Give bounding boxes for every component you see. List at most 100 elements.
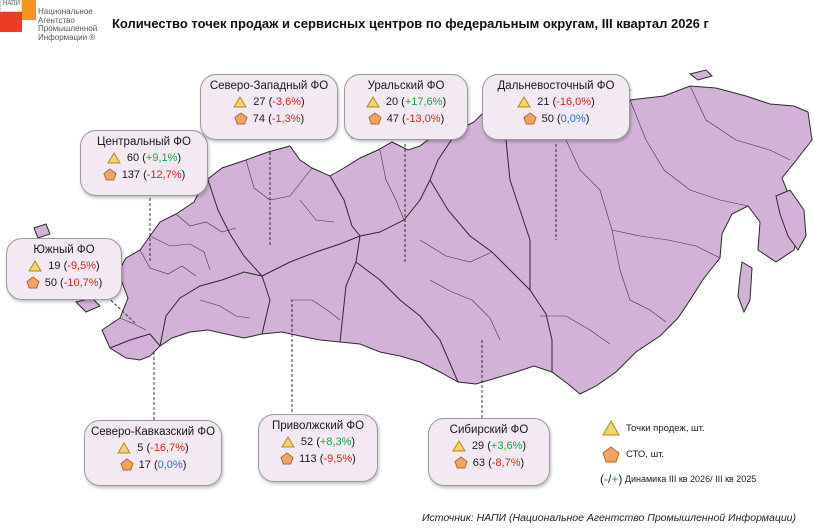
points-value: 29 (471, 440, 485, 452)
pentagon-icon (120, 458, 134, 471)
pentagon-icon (26, 276, 40, 289)
triangle-icon (517, 96, 532, 108)
points-change: +9,1% (145, 152, 178, 164)
pentagon-icon (523, 112, 537, 125)
triangle-icon (28, 260, 43, 272)
sto-value: 137 (121, 168, 141, 181)
points-row: 52 (+8,3%) (259, 436, 377, 448)
points-change: -3,6% (272, 96, 302, 108)
sto-value: 50 (44, 276, 57, 289)
district-name: Центральный ФО (97, 136, 191, 148)
district-card-northcaucasus[interactable]: Северо-Кавказский ФО 5 (-16,7%) 17 (0,0%… (84, 420, 222, 486)
logo-square-red (0, 12, 22, 32)
pentagon-icon (234, 112, 248, 125)
sto-change: 0,0% (157, 458, 183, 471)
triangle-icon (602, 420, 620, 436)
sto-row: 74 (-1,3%) (201, 112, 337, 125)
logo-line: Национальное (38, 7, 93, 16)
sto-row: 50 (0,0%) (483, 112, 629, 125)
pentagon-icon (103, 168, 117, 181)
sto-change: -1,3% (271, 112, 301, 125)
district-name: Северо-Кавказский ФО (90, 426, 216, 438)
sto-value: 113 (299, 452, 317, 465)
points-row: 20 (+17,6%) (345, 96, 467, 108)
district-name: Южный ФО (33, 244, 95, 256)
points-row: 21 (-16,0%) (483, 96, 629, 108)
map-wrangel[interactable] (688, 69, 713, 81)
points-value: 19 (48, 260, 61, 272)
district-card-volga[interactable]: Приволжский ФО 52 (+8,3%) 113 (-9,5%) (258, 414, 378, 482)
sto-change: -13,0% (405, 112, 441, 125)
triangle-icon (452, 440, 466, 452)
sto-change: -10,7% (63, 276, 99, 289)
sto-row: 47 (-13,0%) (345, 112, 467, 125)
map-kamchatka[interactable] (775, 189, 807, 251)
page-title: Количество точек продаж и сервисных цент… (112, 16, 709, 31)
map-kaliningrad[interactable] (33, 223, 51, 239)
sto-value: 17 (138, 458, 151, 471)
logo-line: Агентство (38, 15, 75, 25)
points-change: -16,7% (150, 442, 186, 454)
points-change: -9,5% (67, 260, 97, 272)
points-value: 21 (537, 96, 550, 108)
leader-lines (99, 144, 557, 420)
pentagon-icon (602, 446, 620, 463)
points-change: -16,0% (556, 96, 592, 108)
points-change: +17,6% (404, 96, 443, 108)
points-change: +3,6% (490, 440, 523, 452)
sto-row: 17 (0,0%) (85, 458, 221, 471)
triangle-icon (233, 96, 248, 108)
triangle-icon (281, 436, 295, 448)
pentagon-icon (280, 452, 294, 465)
sto-value: 47 (386, 112, 399, 125)
points-row: 5 (-16,7%) (85, 442, 221, 454)
legend-label: СТО, шт. (626, 449, 665, 460)
logo-line: Промышленной (38, 24, 98, 33)
sto-row: 63 (-8,7%) (429, 456, 549, 469)
sto-change: 0,0% (560, 112, 586, 125)
sto-value: 63 (472, 456, 486, 469)
sto-row: 137 (-12,7%) (81, 168, 207, 181)
legend-item-points: Точки продеж, шт. (602, 420, 705, 436)
sto-row: 50 (-10,7%) (7, 276, 121, 289)
pentagon-icon (368, 112, 382, 125)
legend-label: Динамика III кв 2026/ III кв 2025 (624, 474, 757, 484)
sto-change: -9,5% (323, 452, 353, 465)
sto-value: 50 (541, 112, 554, 125)
map-crimea[interactable] (75, 297, 101, 313)
district-card-northwest[interactable]: Северо-Западный ФО 27 (-3,6%) 74 (-1,3%) (200, 74, 338, 140)
map-district-borders (109, 97, 553, 383)
district-name: Сибирский ФО (449, 424, 529, 436)
district-card-siberia[interactable]: Сибирский ФО 29 (+3,6%) 63 (-8,7%) (428, 418, 550, 486)
sto-value: 74 (252, 112, 266, 125)
points-row: 29 (+3,6%) (429, 440, 549, 452)
logo-text: Национальное Агентство Промышленной Инфо… (38, 7, 98, 42)
triangle-icon (107, 152, 121, 164)
dynamics-symbol: (-/+) (600, 472, 623, 486)
pentagon-icon (454, 456, 468, 469)
district-card-south[interactable]: Южный ФО 19 (-9,5%) 50 (-10,7%) (6, 238, 122, 300)
legend-item-sto: СТО, шт. (602, 446, 664, 463)
points-value: 5 (137, 442, 144, 454)
sto-change: -8,7% (491, 456, 521, 469)
points-row: 19 (-9,5%) (7, 260, 121, 272)
district-name: Дальневосточный ФО (497, 80, 615, 92)
district-card-fareast[interactable]: Дальневосточный ФО 21 (-16,0%) 50 (0,0%) (482, 74, 630, 140)
legend-item-dynamics: (-/+) Динамика III кв 2026/ III кв 2025 (600, 472, 756, 486)
district-card-central[interactable]: Центральный ФО 60 (+9,1%) 137 (-12,7%) (80, 130, 208, 196)
logo-mark: НАПИ (0, 0, 36, 32)
source-note: Источник: НАПИ (Национальное Агентство П… (422, 512, 797, 524)
district-name: Северо-Западный ФО (209, 80, 329, 92)
district-name: Приволжский ФО (271, 420, 365, 432)
points-row: 27 (-3,6%) (201, 96, 337, 108)
legend-label: Точки продеж, шт. (626, 422, 705, 434)
district-name: Уральский ФО (367, 80, 445, 92)
sto-change: -12,7% (146, 168, 182, 181)
logo-line: Информации ® (38, 32, 96, 42)
napi-logo: НАПИ Национальное Агентство Промышленной… (0, 0, 98, 54)
triangle-icon (117, 442, 132, 454)
logo-abbr: НАПИ (3, 1, 20, 7)
district-card-ural[interactable]: Уральский ФО 20 (+17,6%) 47 (-13,0%) (344, 74, 468, 140)
points-value: 52 (300, 436, 314, 448)
map-sakhalin[interactable] (737, 261, 753, 314)
